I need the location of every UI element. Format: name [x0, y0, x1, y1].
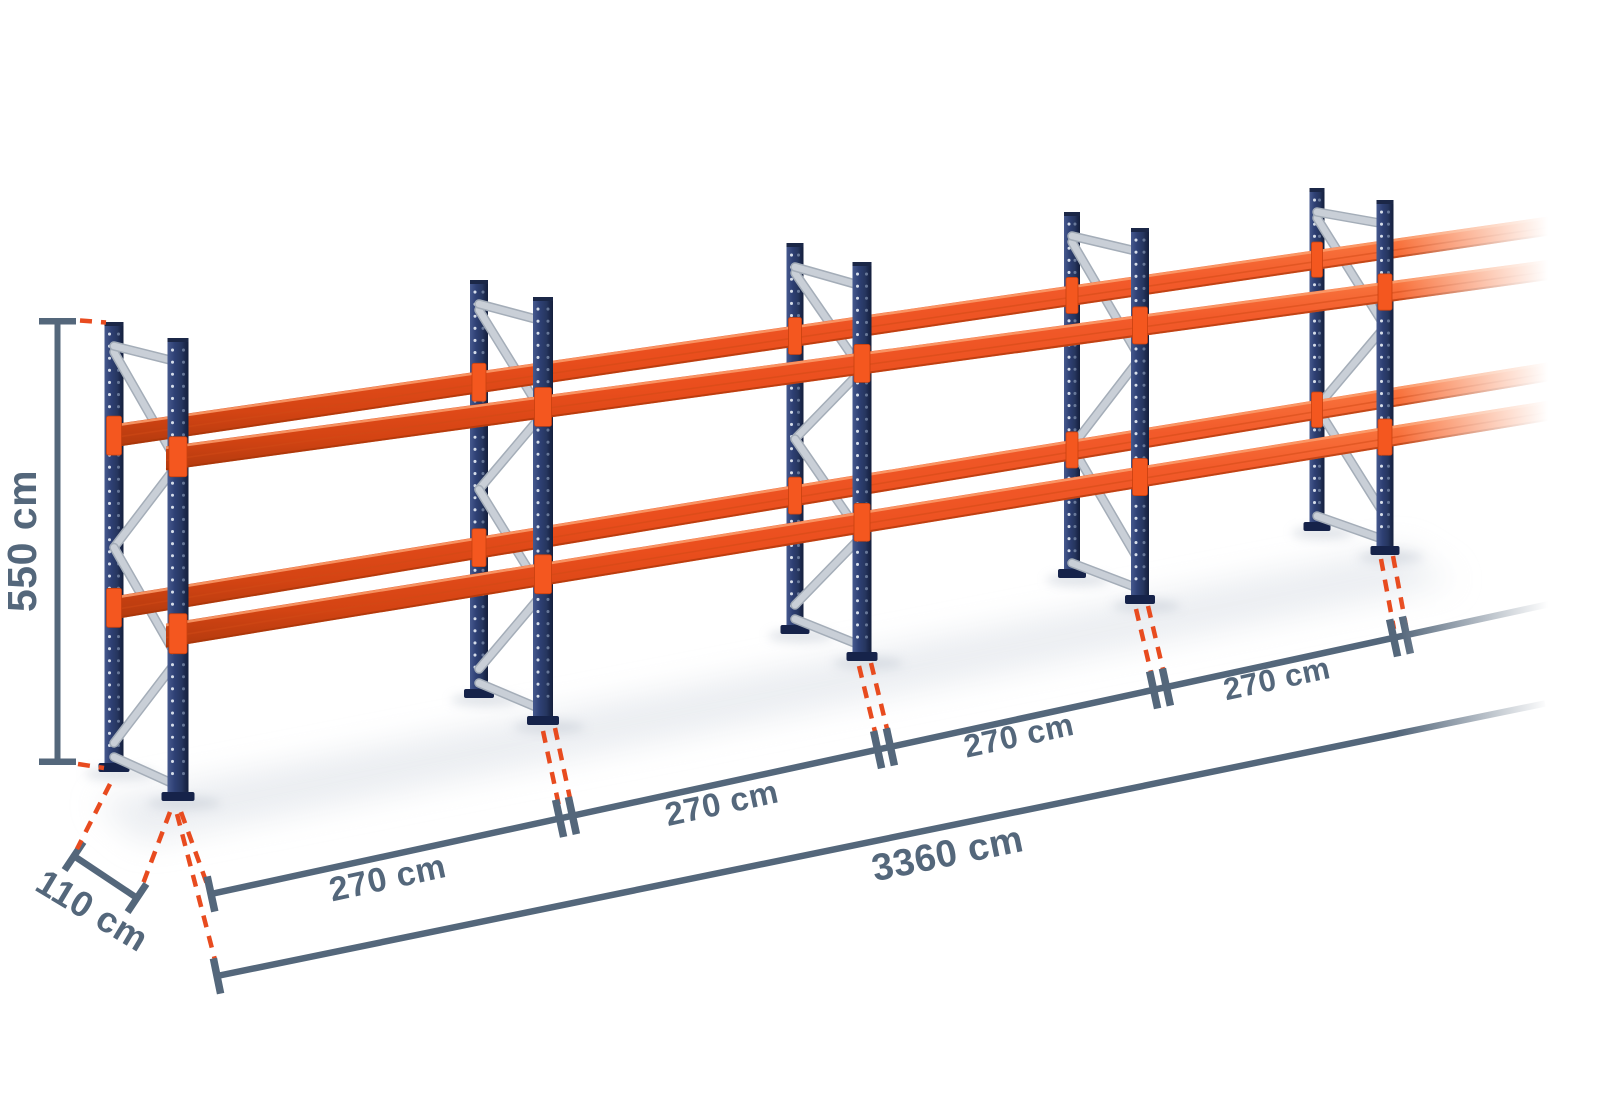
pallet-rack-illustration — [85, 188, 1600, 810]
rack-frame-1-front — [147, 338, 221, 810]
rack-frame-5-rear — [1292, 188, 1390, 545]
rack-frame-1-rear — [85, 322, 183, 791]
height-dimension-cap-bottom — [39, 758, 76, 765]
front-beams — [165, 252, 1600, 655]
height-dimension: 550 cm — [0, 318, 76, 765]
rack-frame-4-rear — [1046, 212, 1145, 594]
rack-frame-2-rear — [451, 280, 548, 715]
bay-3-dimension-label: 270 cm — [960, 706, 1077, 765]
floor-shadow — [95, 548, 1458, 842]
rack-frame-3-rear — [768, 243, 867, 651]
height-projection-dashes — [77, 318, 107, 771]
height-dimension-line — [54, 318, 61, 764]
depth-dimension: 110 cm — [29, 839, 156, 960]
height-dimension-label: 550 cm — [0, 470, 45, 612]
depth-dimension-label: 110 cm — [29, 861, 156, 960]
fade-overlay — [1390, 0, 1600, 1100]
bay-4-dimension-label: 270 cm — [1220, 650, 1333, 707]
